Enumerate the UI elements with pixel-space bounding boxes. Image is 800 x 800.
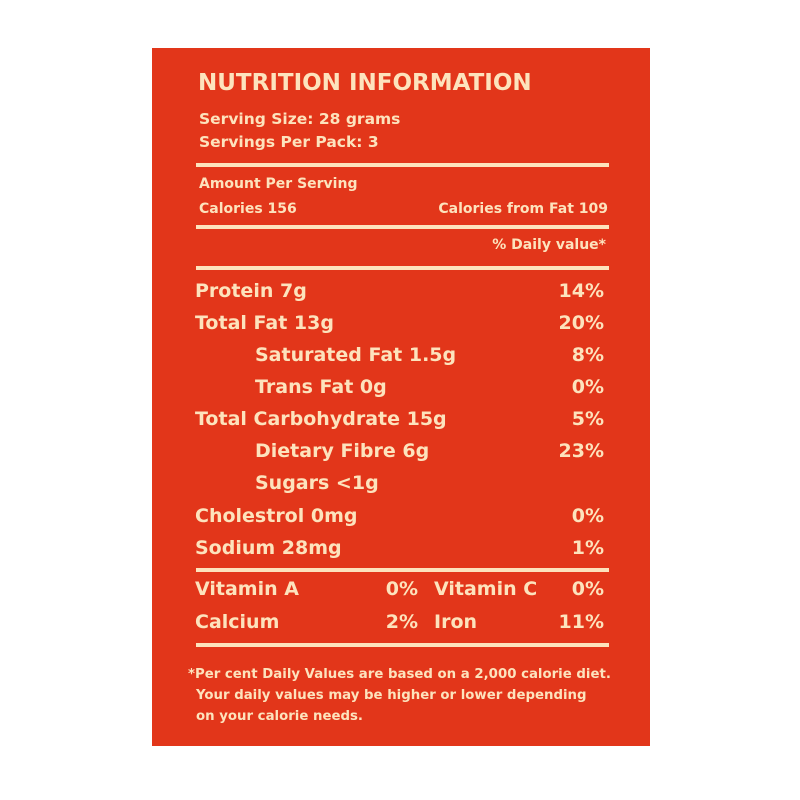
nutrition-label: NUTRITION INFORMATION Serving Size: 28 g… bbox=[152, 48, 650, 746]
vitamin-dv: 0% bbox=[571, 578, 604, 600]
servings-per-pack: Servings Per Pack: 3 bbox=[199, 133, 379, 151]
calories: Calories 156 bbox=[199, 201, 297, 217]
divider bbox=[196, 266, 609, 270]
vitamin-label: Vitamin C bbox=[434, 578, 538, 600]
calories-from-fat: Calories from Fat 109 bbox=[438, 201, 608, 217]
vitamin-dv: 2% bbox=[385, 611, 418, 633]
nutrient-dv: 0% bbox=[571, 376, 604, 398]
nutrient-label: Dietary Fibre 6g bbox=[255, 440, 430, 462]
nutrient-dv: 5% bbox=[571, 408, 604, 430]
footnote-line: Your daily values may be higher or lower… bbox=[196, 688, 587, 703]
divider bbox=[196, 163, 609, 167]
nutrient-label: Sodium 28mg bbox=[195, 537, 342, 559]
vitamin-label: Vitamin A bbox=[195, 578, 299, 600]
vitamin-label: Iron bbox=[434, 611, 478, 633]
serving-size: Serving Size: 28 grams bbox=[199, 110, 401, 128]
vitamin-label: Calcium bbox=[195, 611, 280, 633]
nutrient-label: Protein 7g bbox=[195, 280, 307, 302]
nutrient-label: Trans Fat 0g bbox=[255, 376, 387, 398]
nutrient-dv: 0% bbox=[571, 505, 604, 527]
divider bbox=[196, 643, 609, 647]
nutrient-label: Sugars <1g bbox=[255, 472, 379, 494]
footnote-line: *Per cent Daily Values are based on a 2,… bbox=[188, 667, 611, 682]
divider bbox=[196, 225, 609, 229]
nutrient-label: Cholestrol 0mg bbox=[195, 505, 358, 527]
nutrient-dv: 20% bbox=[558, 312, 604, 334]
nutrient-label: Total Fat 13g bbox=[195, 312, 334, 334]
daily-value-header: % Daily value* bbox=[492, 237, 606, 253]
nutrient-dv: 1% bbox=[571, 537, 604, 559]
nutrient-dv: 14% bbox=[558, 280, 604, 302]
footnote-line: on your calorie needs. bbox=[196, 709, 363, 724]
nutrient-dv: 23% bbox=[558, 440, 604, 462]
nutrient-dv: 8% bbox=[571, 344, 604, 366]
divider bbox=[196, 568, 609, 572]
nutrient-label: Saturated Fat 1.5g bbox=[255, 344, 457, 366]
vitamin-dv: 0% bbox=[385, 578, 418, 600]
label-title: NUTRITION INFORMATION bbox=[198, 70, 532, 96]
nutrient-label: Total Carbohydrate 15g bbox=[195, 408, 447, 430]
amount-per-serving: Amount Per Serving bbox=[199, 176, 358, 192]
vitamin-dv: 11% bbox=[558, 611, 604, 633]
